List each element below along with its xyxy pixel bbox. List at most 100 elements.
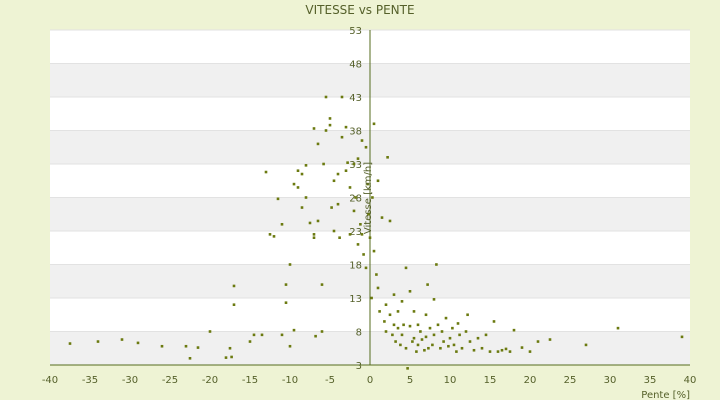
data-point (120, 338, 124, 341)
data-point (340, 95, 344, 99)
data-point (352, 162, 356, 166)
x-tick-labels: -40 -35 -30 -25 -20 -15 -10 -5 0 5 10 15 20 25 30 35 40 (42, 375, 697, 386)
data-point (404, 346, 408, 350)
data-point (371, 196, 374, 199)
data-point (616, 326, 620, 330)
data-point (332, 229, 336, 233)
data-point (436, 323, 440, 327)
x-tick-label: -40 (42, 375, 58, 386)
data-point (488, 350, 492, 353)
data-point (232, 303, 236, 306)
data-point (480, 346, 484, 350)
data-point (536, 340, 540, 343)
data-point (312, 233, 316, 236)
data-point (451, 326, 454, 330)
data-point (432, 333, 436, 337)
data-point (336, 172, 340, 176)
y-tick-label: 3 (356, 361, 362, 372)
x-tick-label: 40 (684, 375, 697, 386)
data-point (456, 322, 460, 325)
data-point (584, 343, 588, 347)
data-point (228, 346, 232, 350)
data-point (455, 350, 458, 353)
data-point (224, 356, 228, 359)
data-point (300, 172, 304, 176)
data-point (384, 330, 388, 333)
data-point (458, 333, 461, 337)
data-point (376, 286, 380, 290)
data-point (383, 320, 386, 323)
data-point (160, 344, 164, 348)
data-point (396, 326, 400, 330)
data-point (399, 343, 402, 347)
y-tick-label: 18 (349, 261, 362, 272)
data-point (411, 340, 414, 343)
data-point (338, 236, 341, 239)
data-point (378, 310, 381, 313)
data-point (328, 123, 332, 127)
data-point (324, 95, 328, 99)
x-tick-label: 10 (444, 375, 457, 386)
data-point (386, 156, 389, 159)
data-point (400, 300, 404, 303)
x-tick-label: 0 (367, 375, 373, 386)
data-point (444, 316, 448, 320)
x-tick-label: 25 (564, 375, 577, 386)
data-point (394, 340, 397, 343)
data-point (312, 236, 316, 239)
data-point (464, 330, 468, 333)
data-point (447, 344, 450, 348)
data-point (415, 350, 418, 353)
y-tick-label: 53 (349, 26, 362, 37)
data-point (364, 266, 368, 270)
data-point (322, 162, 325, 166)
data-point (392, 323, 396, 327)
x-tick-label: -35 (82, 375, 98, 386)
data-point (408, 290, 412, 293)
data-point (512, 328, 516, 332)
x-tick-label: -10 (282, 375, 298, 386)
x-tick-label: 15 (484, 375, 497, 386)
x-tick-label: 5 (407, 375, 413, 386)
data-point (340, 135, 344, 139)
data-point (184, 344, 188, 348)
data-point (388, 313, 392, 317)
data-point (375, 273, 378, 276)
data-point (230, 355, 233, 359)
data-point (376, 179, 380, 183)
data-point (426, 283, 429, 286)
data-point (424, 313, 428, 317)
y-axis-label: Vitesse [km/h] (363, 162, 374, 234)
data-point (284, 283, 288, 286)
data-point (188, 357, 192, 360)
y-tick-label: 48 (349, 60, 362, 71)
data-point (442, 340, 445, 343)
data-point (312, 127, 316, 130)
data-point (419, 330, 422, 333)
x-tick-label: 20 (524, 375, 537, 386)
data-point (280, 223, 284, 226)
data-point (296, 186, 300, 189)
y-tick-label: 33 (349, 160, 362, 171)
x-axis-label: Pente [%] (641, 390, 690, 400)
data-point (68, 342, 72, 345)
data-point (372, 249, 376, 253)
data-point (424, 335, 428, 339)
data-point (504, 347, 508, 351)
data-point (208, 330, 212, 333)
data-point (268, 233, 272, 236)
data-point (408, 324, 412, 328)
data-point (264, 170, 268, 174)
data-point (304, 164, 308, 167)
data-point (354, 196, 357, 199)
data-point (406, 367, 409, 370)
data-point (196, 346, 200, 349)
data-point (330, 206, 333, 209)
data-point (440, 330, 444, 333)
y-tick-label: 8 (356, 328, 362, 339)
data-point (348, 186, 352, 189)
x-tick-label: -20 (202, 375, 218, 386)
data-point (366, 182, 369, 186)
chart-title: VITESSE vs PENTE (305, 3, 414, 17)
